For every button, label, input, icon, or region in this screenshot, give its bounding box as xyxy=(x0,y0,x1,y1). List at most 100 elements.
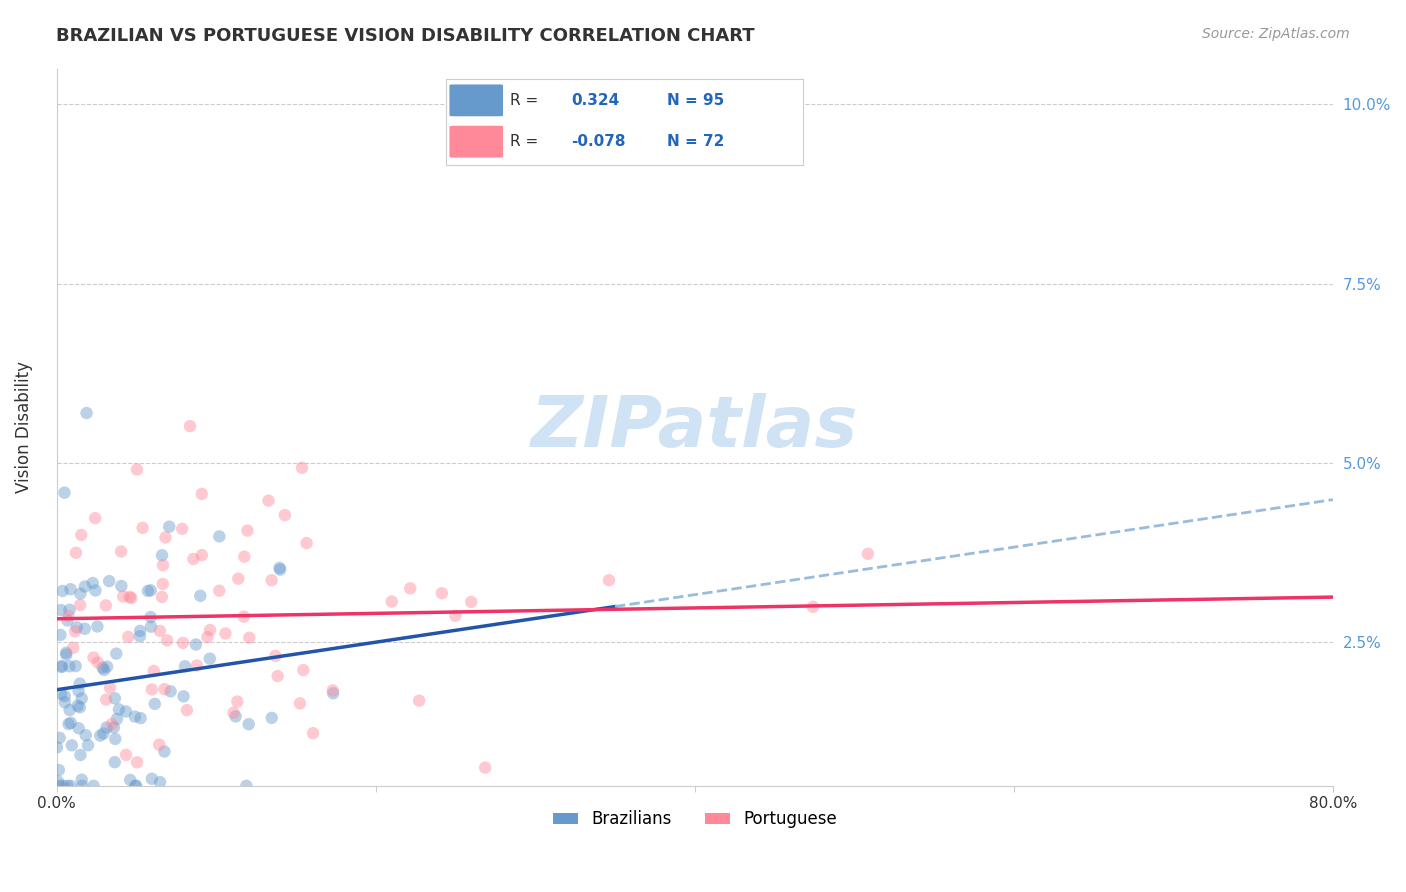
Portuguese xyxy=(801,599,824,614)
Brazilians xyxy=(238,717,260,731)
Brazilians xyxy=(60,739,83,753)
Brazilians xyxy=(53,695,76,709)
Portuguese xyxy=(226,695,249,709)
Portuguese xyxy=(295,536,318,550)
Portuguese xyxy=(399,582,422,596)
Brazilians xyxy=(104,691,127,706)
Brazilians xyxy=(48,779,70,793)
Brazilians xyxy=(77,738,100,752)
Brazilians xyxy=(89,729,111,743)
Brazilians xyxy=(59,779,82,793)
Brazilians xyxy=(136,583,159,598)
Brazilians xyxy=(84,583,107,598)
Brazilians xyxy=(115,705,138,719)
Portuguese xyxy=(183,552,205,566)
Portuguese xyxy=(149,624,172,638)
Brazilians xyxy=(72,779,94,793)
Brazilians xyxy=(129,711,152,725)
Portuguese xyxy=(236,524,259,538)
Brazilians xyxy=(105,647,128,661)
Brazilians xyxy=(129,629,152,643)
Portuguese xyxy=(62,640,84,655)
Y-axis label: Vision Disability: Vision Disability xyxy=(15,361,32,493)
Portuguese xyxy=(117,630,139,644)
Portuguese xyxy=(198,623,221,637)
Brazilians xyxy=(159,684,181,698)
Brazilians xyxy=(103,721,125,735)
Brazilians xyxy=(157,519,180,533)
Brazilians xyxy=(73,579,96,593)
Brazilians xyxy=(82,576,104,591)
Brazilians xyxy=(96,721,118,735)
Brazilians xyxy=(104,731,127,746)
Brazilians xyxy=(59,715,82,730)
Portuguese xyxy=(274,508,297,522)
Portuguese xyxy=(322,683,344,698)
Portuguese xyxy=(84,511,107,525)
Brazilians xyxy=(98,574,121,588)
Brazilians xyxy=(59,582,82,597)
Brazilians xyxy=(124,779,146,793)
Text: Source: ZipAtlas.com: Source: ZipAtlas.com xyxy=(1202,27,1350,41)
Brazilians xyxy=(124,709,146,723)
Brazilians xyxy=(69,676,91,690)
Text: BRAZILIAN VS PORTUGUESE VISION DISABILITY CORRELATION CHART: BRAZILIAN VS PORTUGUESE VISION DISABILIT… xyxy=(56,27,755,45)
Brazilians xyxy=(149,775,172,789)
Brazilians xyxy=(139,610,162,624)
Brazilians xyxy=(48,731,70,745)
Brazilians xyxy=(58,659,80,673)
Portuguese xyxy=(598,573,620,587)
Brazilians xyxy=(235,779,257,793)
Brazilians xyxy=(93,726,115,740)
Brazilians xyxy=(46,740,69,755)
Portuguese xyxy=(141,682,163,697)
Brazilians xyxy=(49,628,72,642)
Brazilians xyxy=(46,774,69,789)
Portuguese xyxy=(58,609,80,624)
Brazilians xyxy=(55,648,77,662)
Portuguese xyxy=(152,577,174,591)
Portuguese xyxy=(142,664,165,678)
Brazilians xyxy=(53,485,76,500)
Brazilians xyxy=(67,721,90,735)
Portuguese xyxy=(96,692,118,706)
Portuguese xyxy=(87,656,110,670)
Portuguese xyxy=(172,522,194,536)
Portuguese xyxy=(444,608,467,623)
Portuguese xyxy=(115,747,138,762)
Portuguese xyxy=(408,693,430,707)
Portuguese xyxy=(65,546,87,560)
Portuguese xyxy=(70,528,93,542)
Portuguese xyxy=(288,697,311,711)
Portuguese xyxy=(125,462,148,476)
Brazilians xyxy=(143,697,166,711)
Portuguese xyxy=(83,650,105,665)
Portuguese xyxy=(266,669,288,683)
Brazilians xyxy=(52,779,75,793)
Portuguese xyxy=(98,681,121,695)
Brazilians xyxy=(56,614,79,628)
Brazilians xyxy=(120,772,142,787)
Brazilians xyxy=(67,684,90,698)
Portuguese xyxy=(186,658,208,673)
Brazilians xyxy=(96,659,118,673)
Portuguese xyxy=(260,574,283,588)
Brazilians xyxy=(260,711,283,725)
Portuguese xyxy=(94,599,117,613)
Portuguese xyxy=(474,761,496,775)
Portuguese xyxy=(63,624,86,639)
Brazilians xyxy=(65,659,87,673)
Portuguese xyxy=(125,756,148,770)
Brazilians xyxy=(141,772,163,786)
Brazilians xyxy=(153,744,176,758)
Brazilians xyxy=(139,620,162,634)
Portuguese xyxy=(110,544,132,558)
Brazilians xyxy=(69,700,91,714)
Portuguese xyxy=(460,595,482,609)
Brazilians xyxy=(51,584,73,599)
Brazilians xyxy=(49,687,72,701)
Portuguese xyxy=(152,558,174,573)
Brazilians xyxy=(174,659,197,673)
Brazilians xyxy=(129,624,152,638)
Portuguese xyxy=(191,548,214,562)
